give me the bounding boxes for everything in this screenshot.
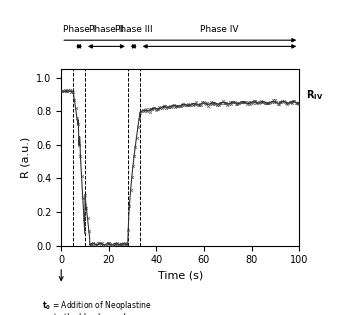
Text: $\mathbf{t_0}$ = Addition of Neoplastine
     to the blood sample: $\mathbf{t_0}$ = Addition of Neoplastine… bbox=[42, 299, 152, 315]
Text: Phase IV: Phase IV bbox=[200, 25, 239, 34]
Text: $\mathbf{R_{IV}}$: $\mathbf{R_{IV}}$ bbox=[306, 88, 324, 102]
Y-axis label: R (a.u.): R (a.u.) bbox=[20, 137, 31, 178]
Text: Phase III: Phase III bbox=[115, 25, 153, 34]
X-axis label: Time (s): Time (s) bbox=[157, 271, 203, 281]
Text: Phase I: Phase I bbox=[63, 25, 95, 34]
Text: Phase II: Phase II bbox=[89, 25, 124, 34]
